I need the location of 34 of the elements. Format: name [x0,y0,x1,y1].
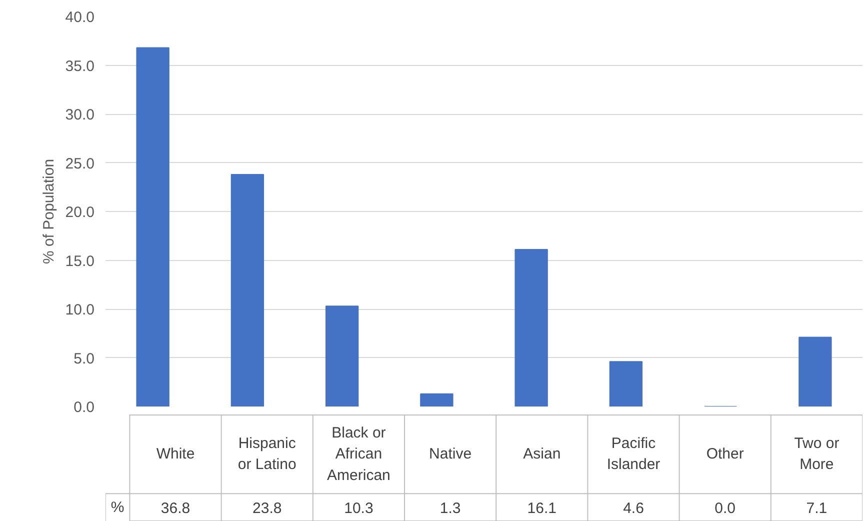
data-label: 10.3 [344,500,374,518]
x-tick-label: Asian [523,446,561,463]
y-tick-label: 25.0 [65,155,95,172]
bar [230,174,264,406]
x-tick-label: Other [706,446,744,463]
bar [136,47,170,406]
x-tick-label: Hispanic or Latino [238,434,296,474]
y-tick-label: 30.0 [65,106,95,124]
x-tick-label: Native [429,446,472,463]
data-label: 7.1 [806,500,828,518]
x-tick-label: Black or African American [327,424,390,484]
bar [420,393,454,406]
y-tick-label: 15.0 [65,252,95,270]
data-label: 23.8 [252,500,282,518]
text: % [110,499,124,516]
y-tick-label: 10.0 [65,302,95,318]
bar [609,361,643,406]
x-tick-label: Pacific Islander [606,434,660,474]
x-tick-label: White [156,446,195,463]
y-tick-label: 5.0 [74,350,95,368]
y-tick-label: 20.0 [65,204,95,221]
y-tick-label: 40.0 [65,9,95,26]
y-tick-label: 35.0 [65,58,95,75]
bar [325,306,359,406]
bar [798,336,832,406]
x-tick-label: Two or More [794,434,840,474]
data-label: 0.0 [714,500,736,518]
y-axis-title: % of Population [40,158,58,264]
data-label: 4.6 [623,500,644,518]
data-label: 16.1 [527,500,557,518]
bar [514,249,548,406]
data-label: 36.8 [160,500,190,518]
y-tick-label: 0.0 [74,399,95,416]
data-label: 1.3 [440,500,461,518]
